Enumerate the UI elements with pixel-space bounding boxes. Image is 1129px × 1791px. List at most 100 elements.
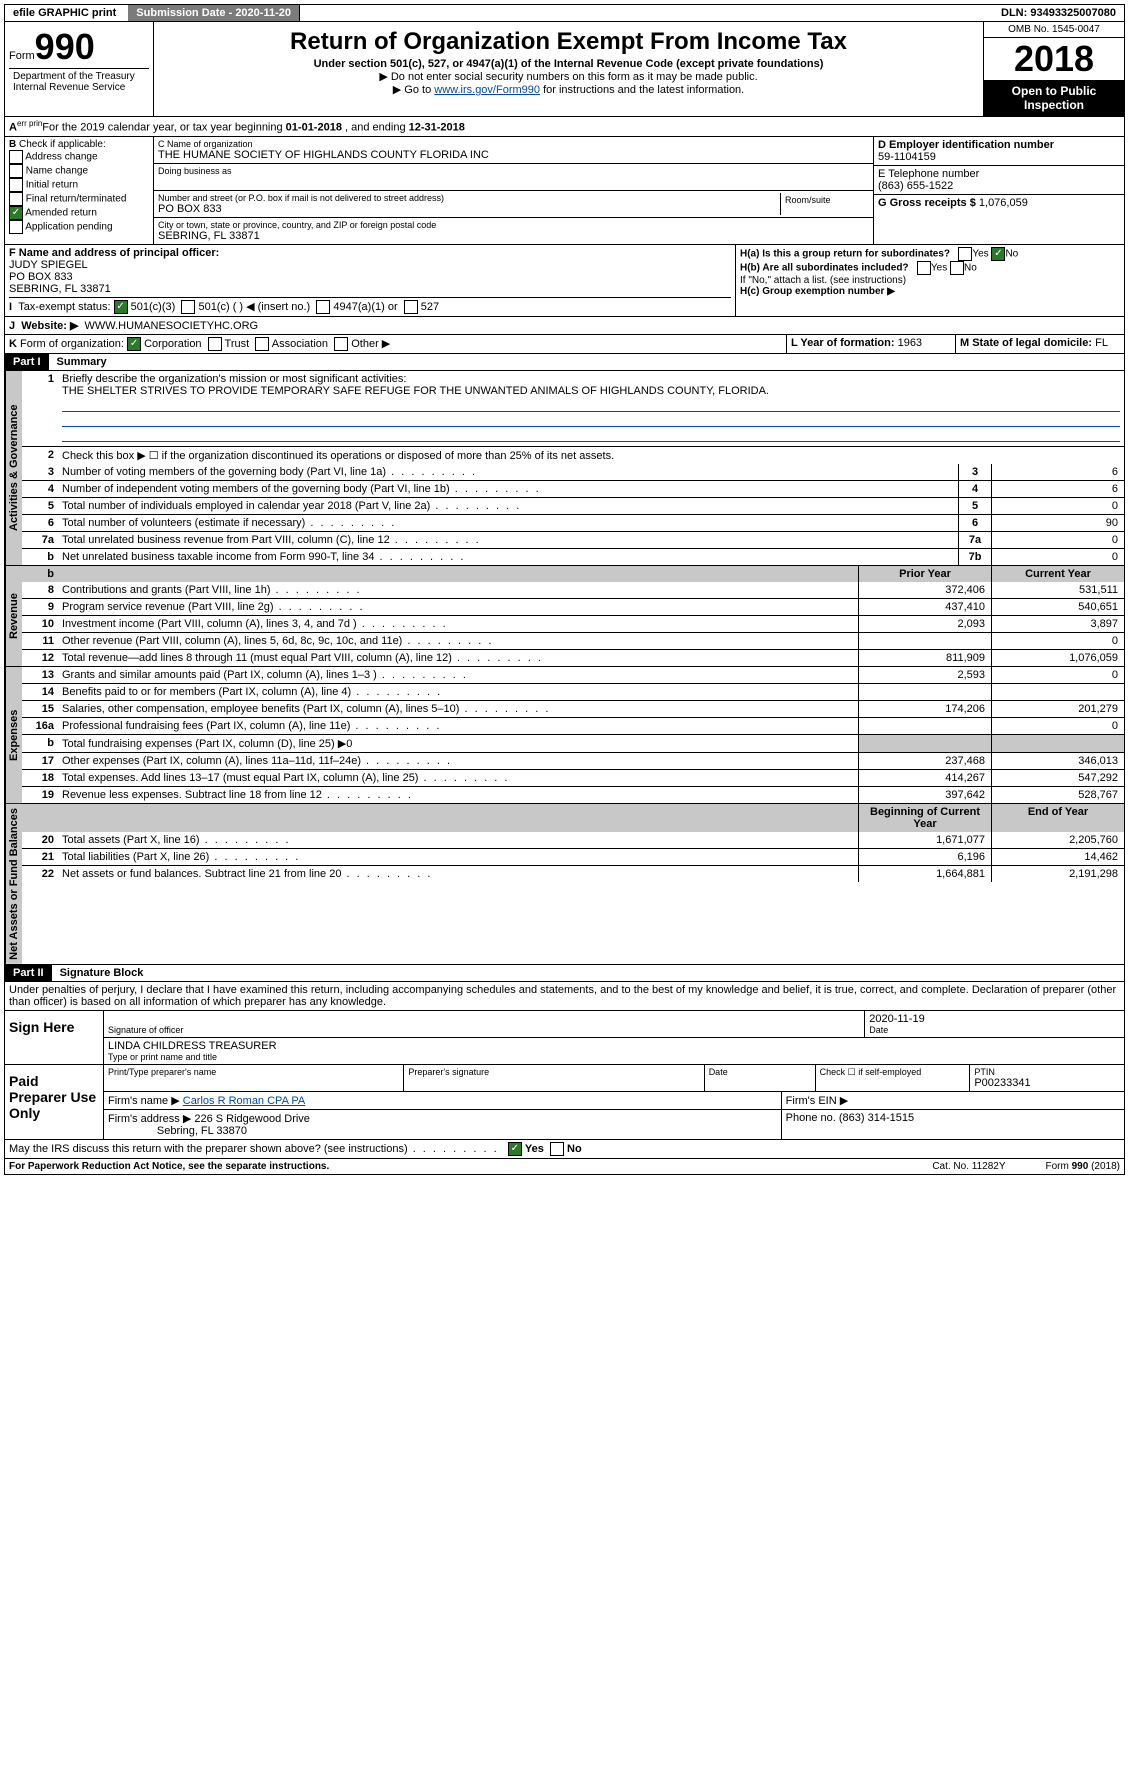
summary-line: 3Number of voting members of the governi… xyxy=(22,464,1124,480)
chk-ha-yes[interactable] xyxy=(958,247,972,261)
summary-line: 8Contributions and grants (Part VIII, li… xyxy=(22,582,1124,598)
chk-discuss-no[interactable] xyxy=(550,1142,564,1156)
part1-header: Part I Summary xyxy=(4,354,1125,371)
summary-line: 4Number of independent voting members of… xyxy=(22,480,1124,497)
dln-label: DLN: 93493325007080 xyxy=(993,5,1124,21)
omb-number: OMB No. 1545-0047 xyxy=(984,22,1124,38)
summary-line: 13Grants and similar amounts paid (Part … xyxy=(22,667,1124,683)
chk-amended-return[interactable]: Amended return xyxy=(9,206,149,220)
summary-line: 12Total revenue—add lines 8 through 11 (… xyxy=(22,649,1124,666)
chk-address-change[interactable]: Address change xyxy=(9,150,149,164)
state-domicile: FL xyxy=(1095,337,1108,349)
chk-name-change[interactable]: Name change xyxy=(9,164,149,178)
box-c: C Name of organizationTHE HUMANE SOCIETY… xyxy=(154,137,873,244)
chk-hb-no[interactable] xyxy=(950,261,964,275)
header-right: OMB No. 1545-0047 2018 Open to Public In… xyxy=(984,22,1124,116)
chk-other[interactable] xyxy=(334,337,348,351)
box-h: H(a) Is this a group return for subordin… xyxy=(736,245,1124,316)
vtab-expenses: Expenses xyxy=(5,667,22,803)
summary-line: 20Total assets (Part X, line 16)1,671,07… xyxy=(22,832,1124,848)
page-footer: For Paperwork Reduction Act Notice, see … xyxy=(4,1159,1125,1175)
tax-year: 2018 xyxy=(984,38,1124,80)
block-bcdeg: B Check if applicable: Address change Na… xyxy=(4,137,1125,245)
vtab-governance: Activities & Governance xyxy=(5,371,22,565)
year-formation: 1963 xyxy=(898,337,922,349)
mission-text: THE SHELTER STRIVES TO PROVIDE TEMPORARY… xyxy=(62,385,769,397)
summary-line: 10Investment income (Part VIII, column (… xyxy=(22,615,1124,632)
footer-form: Form 990 (2018) xyxy=(1046,1161,1120,1172)
summary-line: 9Program service revenue (Part VIII, lin… xyxy=(22,598,1124,615)
officer-name: JUDY SPIEGEL xyxy=(9,259,88,271)
efile-label[interactable]: efile GRAPHIC print xyxy=(5,5,124,21)
irs-link[interactable]: www.irs.gov/Form990 xyxy=(434,84,540,96)
summary-line: 17Other expenses (Part IX, column (A), l… xyxy=(22,752,1124,769)
signature-block: Sign Here Signature of officer 2020-11-1… xyxy=(4,1011,1125,1140)
chk-trust[interactable] xyxy=(208,337,222,351)
form-prefix: Form xyxy=(9,50,35,62)
firm-name-link[interactable]: Carlos R Roman CPA PA xyxy=(183,1095,305,1107)
form-number-block: Form990 Department of the Treasury Inter… xyxy=(5,22,153,116)
summary-line: 15Salaries, other compensation, employee… xyxy=(22,700,1124,717)
footer-catno: Cat. No. 11282Y xyxy=(932,1161,1005,1172)
form-number: 990 xyxy=(35,26,95,67)
part1-expenses: Expenses 13Grants and similar amounts pa… xyxy=(4,667,1125,804)
chk-initial-return[interactable]: Initial return xyxy=(9,178,149,192)
summary-line: bTotal fundraising expenses (Part IX, co… xyxy=(22,734,1124,752)
part1-netassets: Net Assets or Fund Balances Beginning of… xyxy=(4,804,1125,965)
chk-501c[interactable] xyxy=(181,300,195,314)
section-a-tax-year: Aerr prinFor the 2019 calendar year, or … xyxy=(4,117,1125,137)
box-f: F Name and address of principal officer:… xyxy=(5,245,736,316)
box-klm: K Form of organization: Corporation Trus… xyxy=(4,335,1125,354)
website-value: WWW.HUMANESOCIETYHC.ORG xyxy=(85,320,259,332)
summary-line: 16aProfessional fundraising fees (Part I… xyxy=(22,717,1124,734)
summary-line: 18Total expenses. Add lines 13–17 (must … xyxy=(22,769,1124,786)
discuss-row: May the IRS discuss this return with the… xyxy=(4,1140,1125,1159)
chk-discuss-yes[interactable] xyxy=(508,1142,522,1156)
firm-address: 226 S Ridgewood Drive xyxy=(194,1113,310,1125)
box-b: B Check if applicable: Address change Na… xyxy=(5,137,154,244)
chk-hb-yes[interactable] xyxy=(917,261,931,275)
vtab-revenue: Revenue xyxy=(5,566,22,666)
chk-corp[interactable] xyxy=(127,337,141,351)
header-center: Return of Organization Exempt From Incom… xyxy=(153,22,984,116)
note-goto: ▶ Go to www.irs.gov/Form990 for instruct… xyxy=(158,83,979,96)
chk-final-return[interactable]: Final return/terminated xyxy=(9,192,149,206)
ein-value: 59-1104159 xyxy=(878,151,1120,163)
summary-line: 5Total number of individuals employed in… xyxy=(22,497,1124,514)
org-city: SEBRING, FL 33871 xyxy=(158,230,869,242)
form-title: Return of Organization Exempt From Incom… xyxy=(158,28,979,56)
chk-4947[interactable] xyxy=(316,300,330,314)
chk-527[interactable] xyxy=(404,300,418,314)
top-toolbar: efile GRAPHIC print Submission Date - 20… xyxy=(4,4,1125,22)
summary-line: 14Benefits paid to or for members (Part … xyxy=(22,683,1124,700)
chk-ha-no[interactable] xyxy=(991,247,1005,261)
open-public-badge: Open to Public Inspection xyxy=(984,80,1124,116)
part1-governance: Activities & Governance 1Briefly describ… xyxy=(4,371,1125,566)
chk-501c3[interactable] xyxy=(114,300,128,314)
vtab-netassets: Net Assets or Fund Balances xyxy=(5,804,22,964)
chk-assoc[interactable] xyxy=(255,337,269,351)
summary-line: 21Total liabilities (Part X, line 26)6,1… xyxy=(22,848,1124,865)
chk-application-pending[interactable]: Application pending xyxy=(9,220,149,234)
perjury-text: Under penalties of perjury, I declare th… xyxy=(4,982,1125,1011)
dept-label: Department of the Treasury Internal Reve… xyxy=(9,68,149,95)
phone-value: (863) 655-1522 xyxy=(878,180,1120,192)
summary-line: 6Total number of volunteers (estimate if… xyxy=(22,514,1124,531)
footer-left: For Paperwork Reduction Act Notice, see … xyxy=(9,1161,329,1172)
box-j: J Website: ▶ WWW.HUMANESOCIETYHC.ORG xyxy=(4,317,1125,335)
summary-line: 19Revenue less expenses. Subtract line 1… xyxy=(22,786,1124,803)
form-header: Form990 Department of the Treasury Inter… xyxy=(4,22,1125,117)
summary-line: 22Net assets or fund balances. Subtract … xyxy=(22,865,1124,882)
paid-preparer-label: Paid Preparer Use Only xyxy=(5,1065,104,1139)
officer-name-title: LINDA CHILDRESS TREASURER xyxy=(108,1040,1120,1052)
summary-line: bNet unrelated business taxable income f… xyxy=(22,548,1124,565)
org-address: PO BOX 833 xyxy=(158,203,780,215)
sig-date: 2020-11-19 xyxy=(869,1013,1120,1025)
form-subtitle: Under section 501(c), 527, or 4947(a)(1)… xyxy=(158,58,979,70)
part1-revenue: Revenue bPrior YearCurrent Year 8Contrib… xyxy=(4,566,1125,667)
note-ssn: ▶ Do not enter social security numbers o… xyxy=(158,70,979,83)
summary-line: 7aTotal unrelated business revenue from … xyxy=(22,531,1124,548)
submission-date-button[interactable]: Submission Date - 2020-11-20 xyxy=(128,5,300,21)
summary-line: 11Other revenue (Part VIII, column (A), … xyxy=(22,632,1124,649)
org-name: THE HUMANE SOCIETY OF HIGHLANDS COUNTY F… xyxy=(158,149,869,161)
